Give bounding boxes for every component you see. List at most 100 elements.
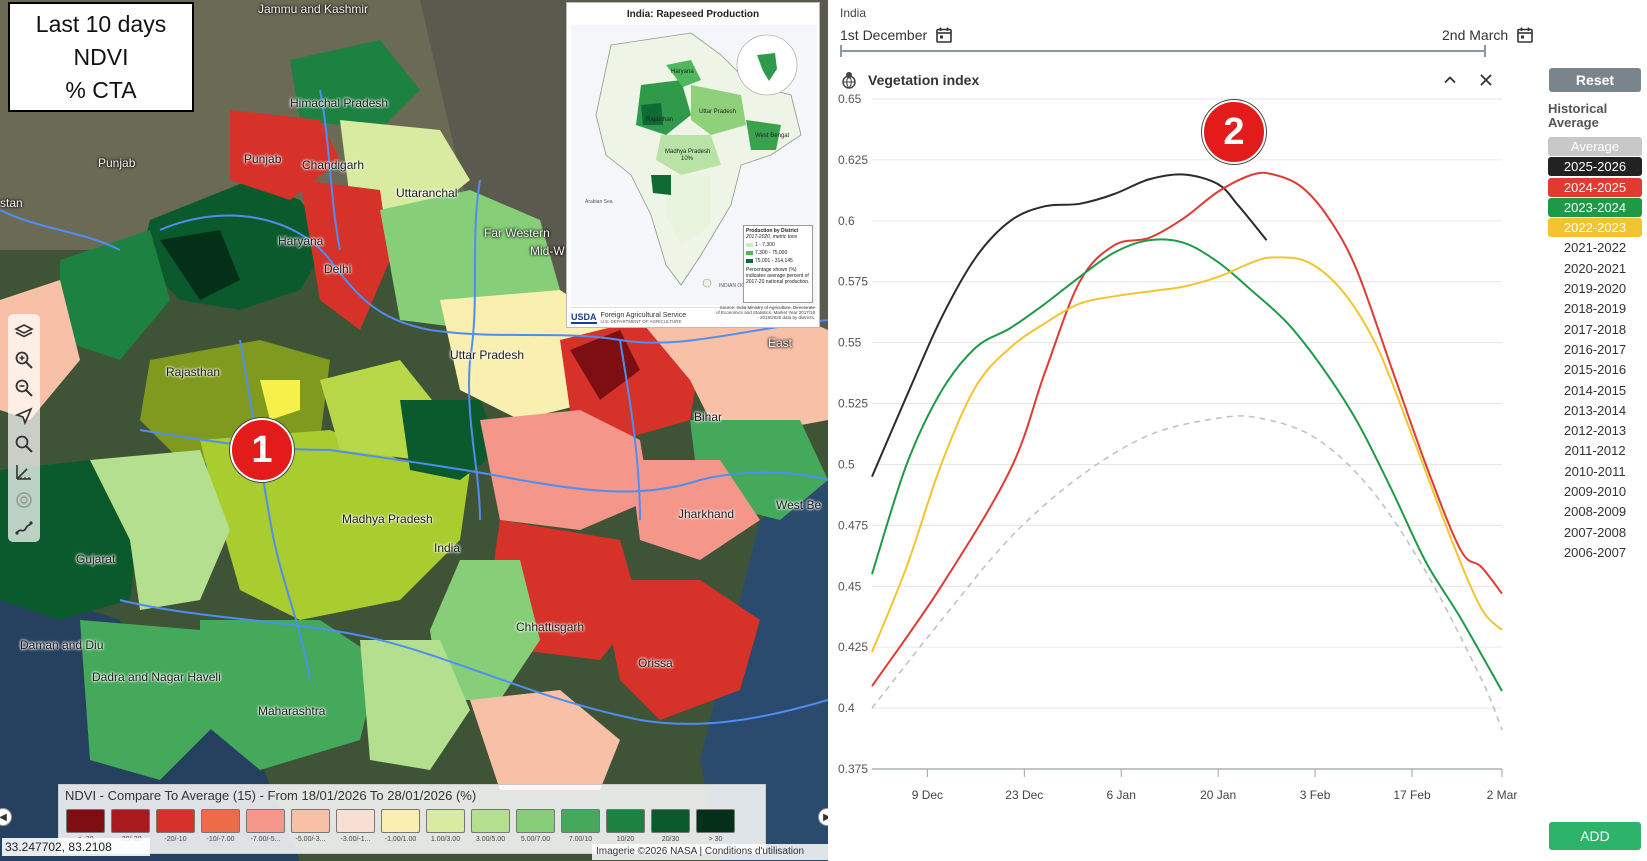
ndvi-legend-label: 10/20 [616,836,635,843]
map-label: India [434,541,461,555]
map-label: Mid-W [530,244,565,258]
target-icon[interactable] [11,486,37,514]
year-legend-item[interactable]: 2025-2026 [1548,157,1642,177]
y-tick-label: 0.45 [838,579,862,593]
chevron-up-icon[interactable] [1440,70,1460,90]
date-start-label: 1st December [840,27,928,43]
year-legend-item[interactable]: Average [1548,137,1642,156]
year-legend-item[interactable]: 2021-2022 [1563,240,1627,256]
series-line-2022-2023[interactable] [871,256,1503,653]
ndvi-legend-label: -3.00/-1... [340,836,371,843]
year-legend-item[interactable]: 2007-2008 [1563,524,1627,540]
map-label: Uttaranchal [396,186,458,200]
year-legend-item[interactable]: 2015-2016 [1563,362,1627,378]
coordinate-readout: 33.247702, 83.2108 [2,838,150,856]
usda-agency: Foreign Agricultural Service [600,311,687,319]
measure-icon[interactable] [11,458,37,486]
ndvi-legend-item: 10/20 [605,809,646,843]
ndvi-legend-swatch [246,809,285,833]
year-legend-item[interactable]: 2023-2024 [1548,197,1642,217]
date-range-slider[interactable] [840,45,1486,57]
year-legend-item[interactable]: 2024-2025 [1548,177,1642,197]
ndvi-legend-label: 1.00/3.00 [430,836,461,843]
svg-text:Rajasthan: Rajasthan [646,117,673,123]
year-legend-item[interactable]: 2012-2013 [1563,423,1627,439]
chart-title: Vegetation index [868,72,980,88]
svg-text:Uttar Pradesh: Uttar Pradesh [699,109,736,115]
vegetation-index-chart[interactable]: 0.375 0.4 0.425 0.45 0.475 0.5 0.525 0.55 0.575 0… [828,92,1528,861]
historical-title: Historical [1548,101,1608,116]
year-legend-item[interactable]: 2022-2023 [1548,218,1642,238]
ndvi-legend-swatch [336,809,375,833]
series-line-2023-2024[interactable] [871,238,1503,692]
y-tick-label: 0.4 [838,701,855,715]
ndvi-legend: NDVI - Compare To Average (15) - From 18… [58,784,766,854]
ndvi-legend-label: -20/-10 [164,836,187,843]
ndvi-legend-label: -1.00/1.00 [384,836,417,843]
layers-icon[interactable] [11,318,37,346]
draw-icon[interactable] [11,514,37,542]
year-legend-item[interactable]: 2010-2011 [1564,463,1626,479]
map-label: Bihar [694,410,723,424]
map-label: Himachal Pradesh [290,96,389,110]
locate-icon[interactable] [11,402,37,430]
x-tick-label: 23 Dec [1005,788,1043,802]
map-label: Jammu and Kashmir [258,2,369,16]
year-legend-item[interactable]: 2019-2020 [1563,281,1627,297]
year-legend-item[interactable]: 2006-2007 [1563,544,1627,560]
ndvi-legend-swatch [426,809,465,833]
series-line-average[interactable] [871,415,1503,731]
location-pin-icon [840,71,858,89]
calendar-icon[interactable] [1516,26,1534,44]
map-toolbar [8,314,40,542]
info-period: Last 10 days [35,10,167,37]
vegetation-index-header: Vegetation index [840,68,1496,92]
date-start[interactable]: 1st December [840,26,953,44]
year-legend-item[interactable]: 2008-2009 [1563,504,1627,520]
ndvi-legend-label: -5.00/-3... [295,836,326,843]
svg-text:Arabian Sea: Arabian Sea [585,199,613,205]
x-tick-label: 20 Jan [1200,788,1236,802]
map-label: Uttar Pradesh [450,348,525,362]
map-label: Chhattisgarh [516,620,585,634]
date-end[interactable]: 2nd March [1442,26,1534,44]
calendar-icon[interactable] [935,26,953,44]
map-label: Jharkhand [678,507,735,521]
year-legend-item[interactable]: 2018-2019 [1563,301,1627,317]
ndvi-legend-item: -1.00/1.00 [380,809,421,843]
add-button[interactable]: ADD [1549,822,1641,850]
year-legend-list: Average 2025-2026 2024-2025 2023-2024 2022-2… [1548,137,1642,563]
svg-text:Madhya Pradesh: Madhya Pradesh [665,149,710,155]
zoom-in-icon[interactable] [11,346,37,374]
inset-footer: USDA Foreign Agricultural Service U.S. D… [571,307,817,327]
zoom-out-icon[interactable] [11,374,37,402]
year-legend-item[interactable]: 2011-2012 [1564,443,1626,459]
imagery-credit[interactable]: Imagerie ©2026 NASA | Conditions d'utili… [592,844,828,860]
ndvi-legend-item: -5.00/-3... [290,809,331,843]
y-tick-label: 0.375 [838,762,868,776]
map-label: Punjab [244,152,282,166]
ndvi-legend-swatch [291,809,330,833]
ndvi-legend-swatches: < -30-30/-20-20/-10-10/-7.00-7.00/-5...-… [65,809,736,843]
ndvi-legend-item: > 30 [695,809,736,843]
ndvi-legend-swatch [66,809,105,833]
year-legend-item[interactable]: 2020-2021 [1563,260,1627,276]
map-panel[interactable]: Jammu and Kashmir Himachal Pradesh Punja… [0,0,828,861]
region-label: India [840,6,867,20]
series-line-2024-2025[interactable] [871,171,1503,687]
historical-average-title: Average [1548,115,1599,130]
x-tick-label: 3 Feb [1300,788,1331,802]
search-icon[interactable] [11,430,37,458]
year-legend-item[interactable]: 2013-2014 [1563,402,1627,418]
reset-button[interactable]: Reset [1549,68,1641,92]
close-icon[interactable] [1476,70,1496,90]
ndvi-legend-item: -20/-10 [155,809,196,843]
ndvi-legend-swatch [381,809,420,833]
ndvi-legend-item: 3.00/5.00 [470,809,511,843]
year-legend-item[interactable]: 2009-2010 [1563,484,1627,500]
year-legend-item[interactable]: 2016-2017 [1563,341,1627,357]
map-label: Orissa [638,656,673,670]
series-line-2025-2026[interactable] [871,173,1268,478]
year-legend-item[interactable]: 2017-2018 [1563,321,1627,337]
year-legend-item[interactable]: 2014-2015 [1563,382,1627,398]
